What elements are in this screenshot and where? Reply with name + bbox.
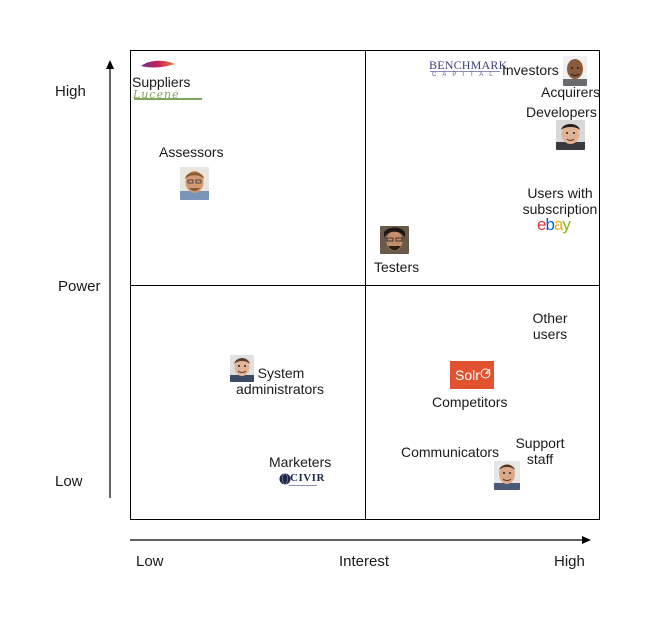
solr-logo-text: Solr [455, 367, 480, 383]
assessors-label: Assessors [159, 144, 224, 160]
communicators-label: Communicators [401, 444, 500, 460]
y-axis-arrow [106, 60, 114, 69]
ebay-logo-e: e [537, 215, 547, 234]
suppliers-label: Suppliers [132, 74, 191, 90]
benchmark-logo-rule [430, 71, 500, 72]
civir-logo: CIVIR [279, 472, 324, 488]
benchmark-capital-logo: BENCHMARK [429, 58, 507, 73]
other-users-label: Other users [520, 310, 580, 342]
system-administrators-label: System administrators [230, 365, 330, 397]
system-administrators-line2: administrators [236, 381, 324, 397]
solr-logo: Solr [450, 361, 494, 389]
users-with-subscription-label: Users with subscription [520, 185, 600, 217]
ebay-logo: ebay [537, 215, 571, 235]
y-axis-title: Power [58, 278, 101, 295]
x-axis-title: Interest [339, 553, 390, 570]
developers-label: Developers [526, 104, 597, 120]
quadrant-horizontal-divider [130, 285, 600, 286]
assessors-avatar [180, 167, 209, 200]
y-axis-low-label: Low [55, 473, 83, 490]
support-staff-avatar [494, 461, 520, 490]
support-staff-label: Support staff [510, 435, 570, 467]
other-users-line1: Other [532, 310, 568, 326]
other-users-line2: users [532, 326, 568, 342]
y-axis-high-label: High [55, 83, 86, 100]
ebay-logo-y: y [562, 215, 570, 234]
system-administrators-avatar [230, 355, 254, 382]
ebay-logo-b: b [545, 215, 555, 234]
apache-feather-icon [141, 60, 175, 68]
civir-globe-icon [279, 473, 291, 485]
testers-avatar [380, 226, 409, 254]
lucene-logo-text: Lucene [133, 88, 180, 101]
x-axis-arrow [582, 536, 591, 544]
benchmark-logo-text: BENCHMARK [429, 58, 508, 72]
competitors-label: Competitors [432, 394, 508, 410]
users-with-subscription-line1: Users with [527, 185, 593, 201]
ebay-logo-a: a [553, 215, 564, 234]
support-staff-line1: Support [515, 435, 565, 451]
x-axis-low-label: Low [136, 553, 164, 570]
civir-logo-rule [289, 485, 317, 486]
lucene-logo-underline [134, 98, 202, 100]
marketers-label: Marketers [269, 454, 332, 470]
acquirers-label: Acquirers [541, 84, 601, 100]
developers-avatar [556, 120, 585, 150]
investors-avatar [563, 56, 587, 86]
users-with-subscription-line2: subscription [522, 201, 598, 217]
investors-label: Investors [502, 62, 559, 78]
testers-label: Testers [374, 259, 420, 275]
x-axis-high-label: High [554, 553, 585, 570]
support-staff-line2: staff [526, 451, 554, 467]
civir-logo-text: CIVIR [290, 472, 325, 484]
solr-sun-icon [480, 368, 491, 379]
benchmark-logo-subtext: CAPITAL [432, 72, 499, 78]
lucene-logo: Lucene [133, 88, 180, 101]
system-administrators-line1: System [257, 365, 305, 381]
